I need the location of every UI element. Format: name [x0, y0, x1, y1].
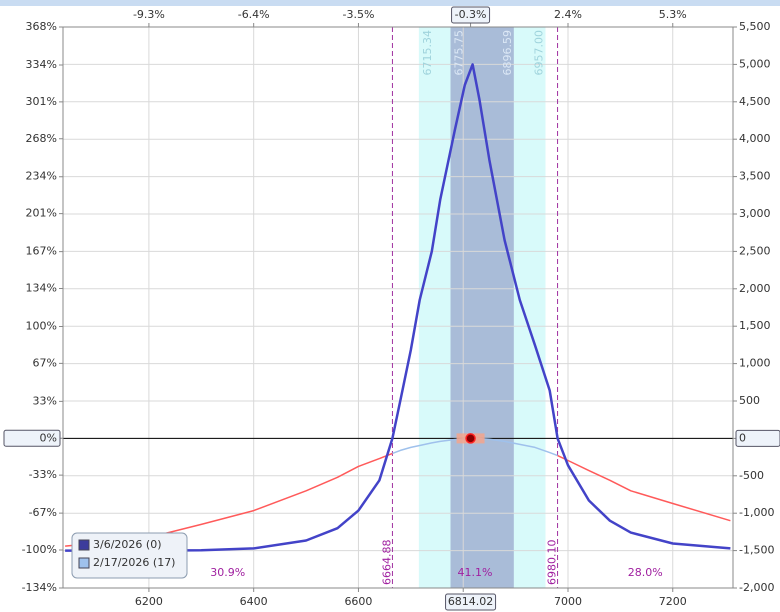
y2-tick-label: 301% [26, 95, 57, 108]
band-label: 6775.75 [453, 30, 466, 76]
legend-swatch [78, 557, 90, 569]
x2-tick-label: -3.5% [342, 8, 374, 21]
x-tick-label: 6400 [240, 595, 268, 608]
y-tick-label: 500 [739, 394, 760, 407]
legend-box [71, 532, 188, 579]
y2-tick-label: 201% [26, 207, 57, 220]
y2-tick-label-box [3, 429, 61, 447]
series-line [557, 454, 731, 522]
y-tick-label: 1,500 [739, 319, 771, 332]
y2-tick-label: -134% [22, 581, 57, 594]
y-tick-label: 0 [739, 431, 746, 444]
plot-frame [62, 26, 734, 589]
y-tick-label: 2,500 [739, 244, 771, 257]
y-tick-label: 4,000 [739, 132, 771, 145]
x2-tick-label: -0.3% [455, 8, 487, 21]
x-tick-label: 6600 [344, 595, 372, 608]
y-tick-label-box [735, 429, 780, 447]
y2-tick-label: -33% [29, 468, 57, 481]
probability-label: 41.1% [458, 566, 493, 579]
x-tick-label: 6200 [135, 595, 163, 608]
x-tick-label: 7000 [554, 595, 582, 608]
legend-label: 3/6/2026 (0) [93, 538, 161, 551]
y-tick-label: -2,000 [739, 581, 774, 594]
y-tick-label: -1,000 [739, 506, 774, 519]
y2-tick-label: -67% [29, 506, 57, 519]
y-tick-label: 4,500 [739, 95, 771, 108]
y2-tick-label: 368% [26, 20, 57, 33]
x2-tick-label: -9.3% [133, 8, 165, 21]
labels: 6715.34 6957.00 6775.75 6896.59 6200 6400 6600… [3, 6, 780, 611]
y-tick-label: 3,000 [739, 207, 771, 220]
current-price-label-box [445, 593, 497, 611]
y-tick-label: -1,500 [739, 544, 774, 557]
current-price-marker [465, 433, 476, 444]
series-line [65, 63, 731, 552]
x2-tick-label: -6.4% [238, 8, 270, 21]
probability-label: 28.0% [628, 566, 663, 579]
x2-tick-label: 2.4% [554, 8, 582, 21]
y2-tick-label: 33% [33, 394, 57, 407]
y2-tick-label: 0% [40, 431, 57, 444]
legend-swatch [78, 539, 90, 551]
y2-tick-label: 234% [26, 170, 57, 183]
y-tick-label: -500 [739, 469, 764, 482]
y2-tick-label: 134% [26, 282, 57, 295]
probability-label: 30.9% [210, 566, 245, 579]
y2-tick-label: 334% [26, 58, 57, 71]
current-price-label: 6814.02 [448, 595, 494, 608]
x2-tick-label-box [451, 6, 491, 24]
top-strip [0, 0, 780, 6]
y-tick-label: 3,500 [739, 170, 771, 183]
y-tick-label: 5,500 [739, 20, 771, 33]
breakeven-label: 6980.10 [546, 540, 559, 586]
y2-tick-label: 100% [26, 319, 57, 332]
legend-label: 2/17/2026 (17) [93, 556, 175, 569]
y2-tick-label: -100% [22, 543, 57, 556]
band-label: 6896.59 [501, 30, 514, 76]
y-tick-label: 2,000 [739, 282, 771, 295]
y2-tick-label: 67% [33, 356, 57, 369]
y2-tick-label: 167% [26, 245, 57, 258]
band-label: 6715.34 [421, 30, 434, 76]
y2-tick-label: 268% [26, 132, 57, 145]
breakeven-label: 6664.88 [380, 540, 393, 586]
y-tick-label: 5,000 [739, 57, 771, 70]
band-label: 6957.00 [532, 30, 545, 76]
x-tick-label: 7200 [659, 595, 687, 608]
x2-tick-label: 5.3% [659, 8, 687, 21]
y-tick-label: 1,000 [739, 357, 771, 370]
